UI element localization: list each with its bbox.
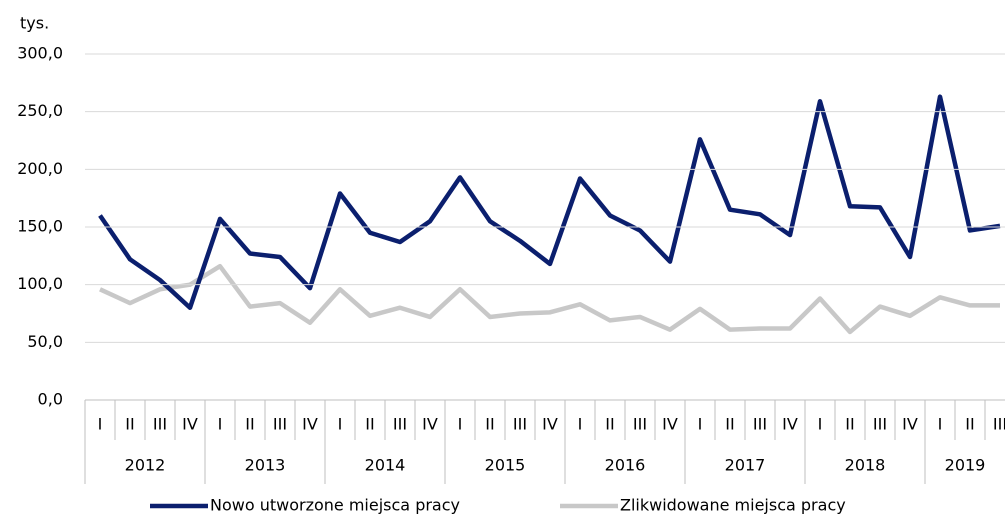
x-tick-label: I (938, 415, 943, 434)
x-group-label: 2014 (365, 456, 406, 475)
y-tick-label: 100,0 (17, 274, 63, 293)
x-tick-label: I (98, 415, 103, 434)
x-tick-label: III (273, 415, 287, 434)
x-group-label: 2017 (725, 456, 766, 475)
x-tick-label: I (458, 415, 463, 434)
y-tick-label: 150,0 (17, 217, 63, 236)
x-tick-label: I (818, 415, 823, 434)
legend-label: Nowo utworzone miejsca pracy (210, 496, 460, 515)
x-tick-label: IV (542, 415, 558, 434)
x-tick-label: II (125, 415, 134, 434)
x-tick-label: III (873, 415, 887, 434)
x-group-label: 2018 (845, 456, 886, 475)
y-tick-label: 50,0 (27, 332, 63, 351)
y-tick-label: 0,0 (38, 390, 63, 409)
line (99, 263, 1000, 335)
x-tick-label: II (845, 415, 854, 434)
y-tick-label: 200,0 (17, 159, 63, 178)
x-group-label: 2016 (605, 456, 646, 475)
x-tick-label: IV (302, 415, 318, 434)
y-axis-label: tys. (20, 14, 49, 33)
x-tick-label: III (393, 415, 407, 434)
y-tick-label: 250,0 (17, 101, 63, 120)
x-group-label: 2019 (945, 456, 986, 475)
x-tick-label: II (365, 415, 374, 434)
x-tick-label: III (753, 415, 767, 434)
plot: I II III IV I II III IV I II III IV I II III IV I II III IV… (84, 94, 1005, 484)
x-tick-label: IV (182, 415, 198, 434)
x-group-label: 2013 (245, 456, 286, 475)
x-tick-label: I (218, 415, 223, 434)
line (98, 94, 1001, 310)
x-tick-label: III (993, 415, 1005, 434)
x-group-label: 2015 (485, 456, 526, 475)
x-tick-label: I (338, 415, 343, 434)
x-tick-label: I (578, 415, 583, 434)
y-tick-label: 300,0 (17, 44, 63, 63)
x-tick-label: I (698, 415, 703, 434)
x-tick-label: III (513, 415, 527, 434)
x-tick-label: II (485, 415, 494, 434)
x-tick-label: IV (902, 415, 918, 434)
x-tick-label: II (605, 415, 614, 434)
x-tick-label: III (153, 415, 167, 434)
x-tick-label: II (965, 415, 974, 434)
x-group-label: 2012 (125, 456, 166, 475)
x-tick-label: IV (422, 415, 438, 434)
x-tick-label: II (725, 415, 734, 434)
x-tick-label: IV (782, 415, 798, 434)
x-tick-label: IV (662, 415, 678, 434)
x-tick-label: III (633, 415, 647, 434)
legend-label: Zlikwidowane miejsca pracy (620, 496, 846, 515)
x-tick-label: II (245, 415, 254, 434)
